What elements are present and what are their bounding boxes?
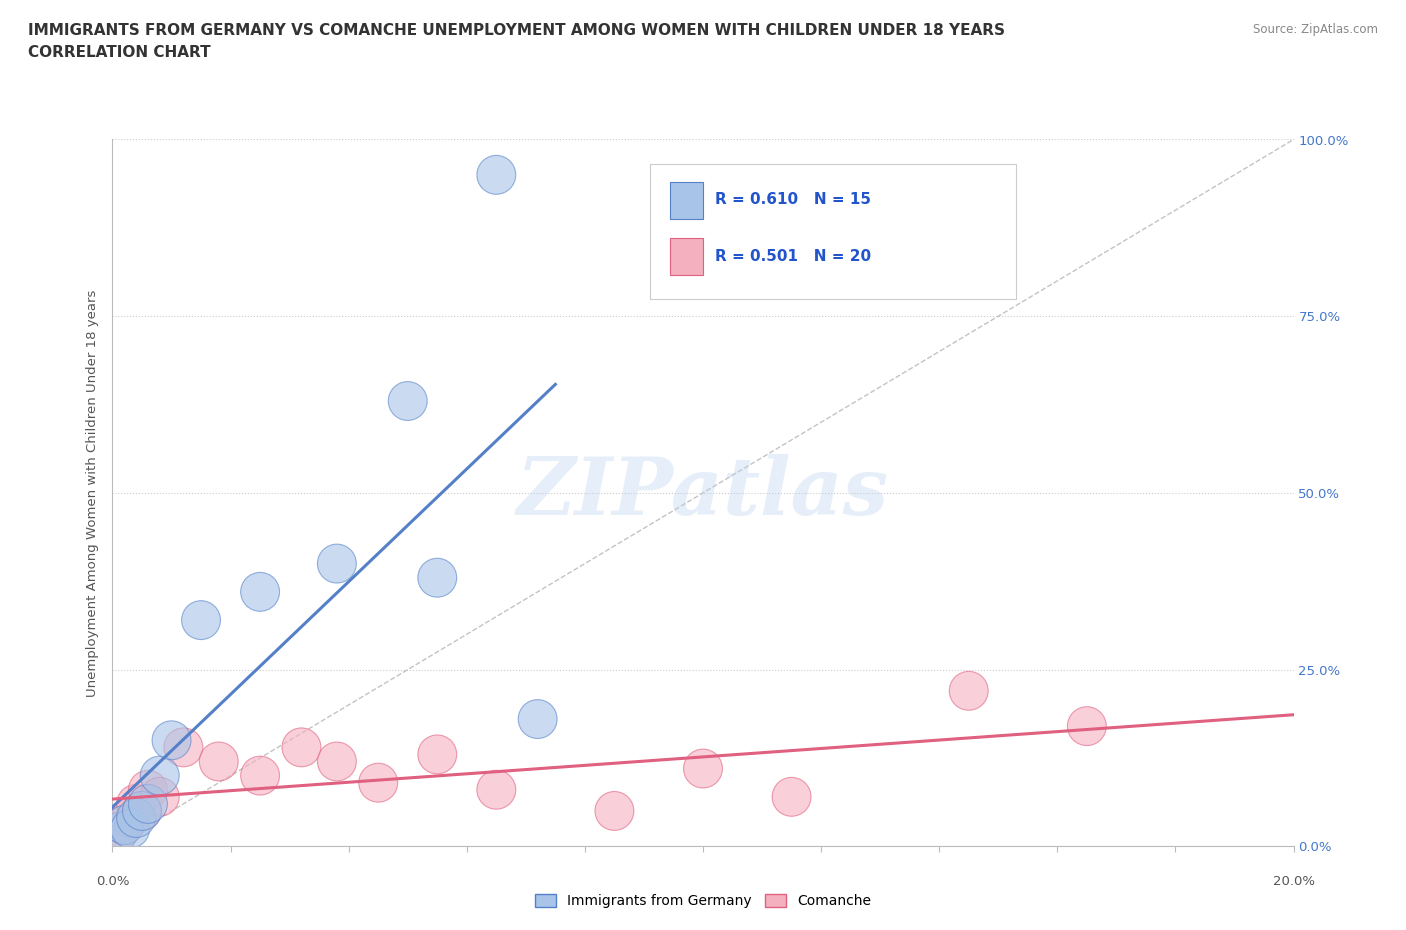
Ellipse shape [165, 728, 202, 766]
Text: Source: ZipAtlas.com: Source: ZipAtlas.com [1253, 23, 1378, 36]
Ellipse shape [122, 791, 162, 830]
Text: 0.0%: 0.0% [96, 874, 129, 887]
Ellipse shape [117, 799, 156, 838]
Ellipse shape [200, 742, 238, 781]
Ellipse shape [117, 785, 156, 823]
Text: R = 0.501   N = 20: R = 0.501 N = 20 [714, 248, 870, 263]
FancyBboxPatch shape [669, 238, 703, 275]
FancyBboxPatch shape [650, 165, 1017, 299]
Ellipse shape [519, 699, 557, 738]
Ellipse shape [111, 809, 149, 848]
Y-axis label: Unemployment Among Women with Children Under 18 years: Unemployment Among Women with Children U… [86, 289, 100, 697]
Legend: Immigrants from Germany, Comanche: Immigrants from Germany, Comanche [529, 889, 877, 914]
Ellipse shape [181, 601, 221, 640]
Ellipse shape [477, 770, 516, 809]
Ellipse shape [128, 770, 167, 809]
Ellipse shape [283, 728, 321, 766]
Ellipse shape [105, 805, 143, 844]
Text: IMMIGRANTS FROM GERMANY VS COMANCHE UNEMPLOYMENT AMONG WOMEN WITH CHILDREN UNDER: IMMIGRANTS FROM GERMANY VS COMANCHE UNEM… [28, 23, 1005, 38]
Ellipse shape [772, 777, 811, 817]
Ellipse shape [240, 573, 280, 611]
Ellipse shape [105, 805, 143, 844]
Ellipse shape [359, 764, 398, 802]
Ellipse shape [1067, 707, 1107, 746]
Ellipse shape [318, 544, 356, 583]
Ellipse shape [141, 777, 179, 817]
Ellipse shape [152, 721, 191, 760]
Ellipse shape [683, 750, 723, 788]
Ellipse shape [141, 756, 179, 795]
Ellipse shape [388, 381, 427, 420]
Text: R = 0.610   N = 15: R = 0.610 N = 15 [714, 193, 870, 207]
Text: CORRELATION CHART: CORRELATION CHART [28, 45, 211, 60]
Ellipse shape [128, 785, 167, 823]
Text: 20.0%: 20.0% [1272, 874, 1315, 887]
Ellipse shape [418, 558, 457, 597]
Ellipse shape [122, 791, 162, 830]
Ellipse shape [111, 799, 149, 838]
Ellipse shape [240, 756, 280, 795]
Ellipse shape [318, 742, 356, 781]
Ellipse shape [98, 813, 138, 852]
Text: ZIPatlas: ZIPatlas [517, 454, 889, 532]
Ellipse shape [98, 813, 138, 852]
Ellipse shape [418, 735, 457, 774]
Ellipse shape [949, 671, 988, 711]
Ellipse shape [595, 791, 634, 830]
FancyBboxPatch shape [669, 182, 703, 219]
Ellipse shape [477, 155, 516, 194]
